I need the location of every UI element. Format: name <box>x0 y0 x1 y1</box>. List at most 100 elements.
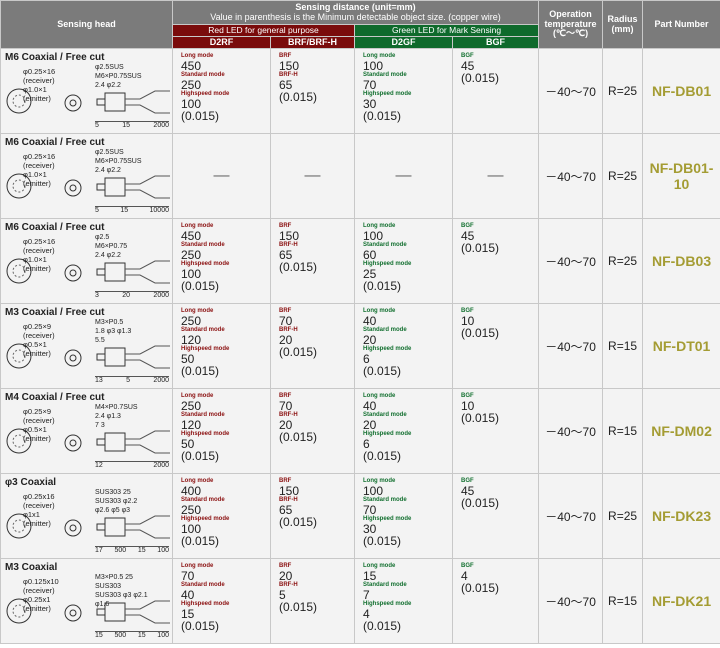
mode-label: Standard mode <box>181 72 225 78</box>
head-title: M3 Coaxial / Free cut <box>5 307 105 318</box>
temp-cell: －40～70 <box>538 48 604 134</box>
red-led-group: Red LED for general purpose <box>172 24 355 37</box>
radius-cell: R=25 <box>602 133 644 219</box>
fiber-label: (receiver) <box>23 76 55 85</box>
mode-label: BRF <box>279 393 292 399</box>
sensor-drawing <box>6 343 170 369</box>
mode-label: BRF-H <box>279 242 298 248</box>
sensor-drawing <box>6 88 170 114</box>
dimension-label: φ2.6 φ5 φ3 <box>95 507 131 514</box>
part-number[interactable]: NF-DB01 <box>642 48 720 134</box>
fiber-label: φ0.25×16 <box>23 152 56 161</box>
col-sensing-distance: Sensing distance (unit=mm) Value in paren… <box>171 0 540 25</box>
fiber-label: φ0.25x16 <box>23 492 55 501</box>
part-number[interactable]: NF-DK23 <box>642 473 720 559</box>
part-number[interactable]: NF-DM02 <box>642 388 720 474</box>
distance-value: 50 <box>181 437 195 451</box>
fiber-spec: φ0.125x10 (receiver) φ0.25x1 (emitter) <box>23 577 59 613</box>
mode-label: Long mode <box>181 563 214 569</box>
mode-label: Highspeed mode <box>363 431 412 437</box>
table-row: φ3 Coaxial φ0.25x16 (receiver) φ1x1 (emitter… <box>0 473 720 559</box>
distance-value: 6 <box>363 352 370 366</box>
dimension-label: 100 <box>157 547 169 554</box>
mode-label: Long mode <box>363 563 396 569</box>
sensor-drawing <box>6 258 170 284</box>
mode-label: Long mode <box>363 393 396 399</box>
distance-value: 15 <box>363 569 377 583</box>
sensor-drawing <box>6 428 170 454</box>
dimension-label: φ2.5 <box>95 234 110 241</box>
min-object-size: (0.015) <box>279 90 318 104</box>
head-title: M6 Coaxial / Free cut <box>5 52 105 63</box>
dimension-label: 5 <box>126 377 131 384</box>
distance-value: 60 <box>363 248 377 262</box>
distance-value: 120 <box>181 333 202 347</box>
distance-value: 40 <box>363 399 377 413</box>
fiber-label: φ1x1 <box>23 510 40 519</box>
mode-label: Highspeed mode <box>181 261 230 267</box>
fiber-label: φ0.25×9 <box>23 407 52 416</box>
distance-value: 100 <box>181 97 202 111</box>
mode-label: BGF <box>461 53 474 59</box>
distance-value: 4 <box>363 607 370 621</box>
bottom-dimensions: 3 20 2000 <box>95 291 169 299</box>
distance-value: 100 <box>363 484 384 498</box>
distance-value: 70 <box>363 503 377 517</box>
dimension-label: 3 <box>95 292 99 299</box>
distance-value: 45 <box>461 484 475 498</box>
mode-label: BGF <box>461 393 474 399</box>
table-row: M3 Coaxial φ0.125x10 (receiver) φ0.25x1 (emi… <box>0 558 720 644</box>
fiber-spec: φ0.25×9 (receiver) φ0.5×1 (emitter) <box>23 407 55 443</box>
dimension-label: 12 <box>95 462 103 469</box>
table-row: M6 Coaxial / Free cut φ0.25×16 (receiver) φ… <box>0 218 720 304</box>
temp-cell: －40～70 <box>538 303 604 389</box>
radius-cell: R=15 <box>602 303 644 389</box>
distance-value: 70 <box>363 78 377 92</box>
distance-value: 150 <box>279 484 300 498</box>
head-title: M4 Coaxial / Free cut <box>5 392 105 403</box>
fiber-label: (emitter) <box>23 264 51 273</box>
dimension-label: M6×P0.75SUS <box>95 158 142 165</box>
dimension-label: SUS303 φ2.2 <box>95 498 138 505</box>
bgf-cell: BGF 45 (0.015) <box>451 218 540 304</box>
distance-value: 10 <box>461 314 475 328</box>
dimension-label: 15 <box>137 547 146 554</box>
part-number[interactable]: NF-DT01 <box>642 303 720 389</box>
mode-label: Long mode <box>181 223 214 229</box>
distance-value: 4 <box>461 569 468 583</box>
col-temp: Operation temperature (℃～℃) <box>538 0 604 49</box>
fiber-label: φ0.25×16 <box>23 67 56 76</box>
dimension-label: 15 <box>95 632 103 639</box>
part-number[interactable]: NF-DB01-10 <box>642 133 720 219</box>
mode-label: Long mode <box>363 223 396 229</box>
mode-label: Long mode <box>363 53 396 59</box>
top-dimensions: SUS303 25 SUS303 φ2.2 φ2.6 φ5 φ3 <box>95 488 169 515</box>
d2gf-cell: Long mode 40 Standard mode 20 Highspeed mode… <box>354 303 453 389</box>
mode-label: BGF <box>461 223 474 229</box>
d2gf-cell: Long mode 15 Standard mode 7 Highspeed mode 4… <box>354 558 453 644</box>
sensor-drawing <box>6 513 170 539</box>
mode-label: BRF <box>279 223 292 229</box>
part-number[interactable]: NF-DB03 <box>642 218 720 304</box>
bottom-dimensions: 5 15 10000 <box>95 206 169 214</box>
distance-value: 15 <box>181 607 195 621</box>
dimension-label: 7 3 <box>95 422 105 429</box>
fiber-label: (receiver) <box>23 246 55 255</box>
part-number[interactable]: NF-DK21 <box>642 558 720 644</box>
min-object-size: (0.015) <box>461 411 500 425</box>
not-available-cell: — <box>270 133 355 219</box>
dimension-label: 2000 <box>153 462 169 469</box>
mode-label: BGF <box>461 563 474 569</box>
brf-cell: BRF 150 BRF-H 65 (0.015) <box>270 218 355 304</box>
fiber-spec: φ0.25x16 (receiver) φ1x1 (emitter) <box>23 492 55 528</box>
fiber-label: (receiver) <box>23 331 55 340</box>
distance-value: 40 <box>363 314 377 328</box>
d2rf-cell: Long mode 450 Standard mode 250 Highspeed mo… <box>172 48 271 134</box>
dimension-label: M4×P0.7SUS <box>95 404 138 411</box>
dimension-label: 2.4 φ2.2 <box>95 167 121 174</box>
fiber-label: φ0.125x10 <box>23 577 59 586</box>
col-radius: Radius (mm) <box>602 0 644 49</box>
fiber-label: (receiver) <box>23 161 55 170</box>
temp-cell: －40～70 <box>538 218 604 304</box>
table-row: M4 Coaxial / Free cut φ0.25×9 (receiver) φ0… <box>0 388 720 474</box>
